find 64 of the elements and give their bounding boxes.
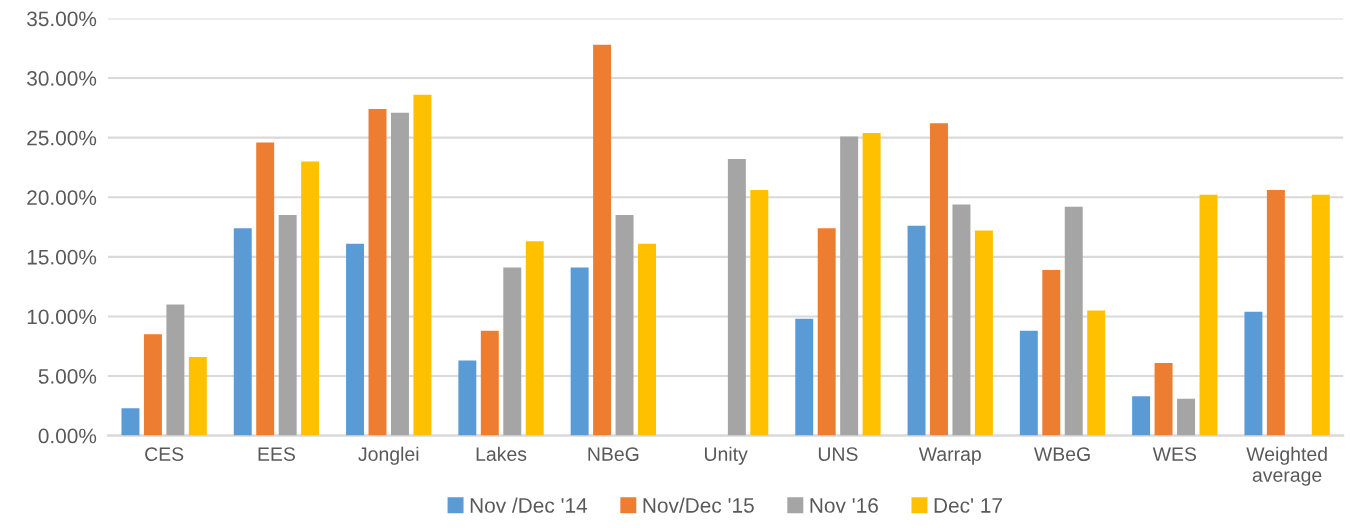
bar <box>166 304 185 436</box>
bar <box>862 132 881 436</box>
x-tick-label: WBeG <box>1033 447 1090 461</box>
bar <box>840 136 859 436</box>
bar <box>1064 206 1083 436</box>
bar <box>368 109 387 436</box>
y-tick-label: 0.00% <box>38 428 97 444</box>
bar <box>233 228 252 436</box>
bar <box>1019 330 1038 436</box>
y-tick-label: 25.00% <box>27 130 97 146</box>
bar <box>525 241 544 436</box>
x-tick-label: WES <box>1152 447 1197 461</box>
x-tick-label: UNS <box>818 447 858 461</box>
legend-label: Dec' 17 <box>934 498 1002 513</box>
bar <box>930 123 948 436</box>
bar <box>638 243 656 436</box>
bar <box>1311 194 1330 436</box>
bar <box>143 334 162 436</box>
bar <box>907 225 926 436</box>
x-tick-label: Unity <box>704 446 748 465</box>
bar <box>278 215 297 436</box>
bar <box>952 204 971 436</box>
bar <box>1177 398 1196 436</box>
bar <box>458 360 477 436</box>
legend-label: Nov/Dec '15 <box>643 497 754 513</box>
bar <box>727 159 746 436</box>
bar <box>615 215 634 436</box>
bar <box>1154 362 1173 436</box>
y-tick-label: 5.00% <box>38 369 97 384</box>
bar <box>1042 269 1061 436</box>
bar <box>817 228 836 436</box>
bar <box>1199 194 1218 436</box>
bar <box>1087 310 1106 436</box>
x-tick-label: Warrap <box>918 447 981 465</box>
bar <box>480 330 499 436</box>
legend-label: Nov /Dec '14 <box>470 497 588 513</box>
legend-label: Nov '16 <box>810 498 878 513</box>
bar <box>413 94 432 436</box>
x-tick-label: Lakes <box>476 446 527 461</box>
bar <box>301 161 320 436</box>
bar <box>795 318 814 436</box>
bar <box>974 230 993 436</box>
x-tick-label: CES <box>145 447 184 461</box>
bar <box>1244 311 1263 436</box>
y-tick-label: 30.00% <box>27 71 97 86</box>
y-tick-label: 10.00% <box>27 309 97 325</box>
bar <box>346 243 365 436</box>
bar <box>503 267 522 436</box>
x-tick-label: EES <box>258 447 295 461</box>
x-tick-label: Jonglei <box>358 446 419 465</box>
bar <box>1132 396 1151 436</box>
y-tick-label: 35.00% <box>27 11 97 27</box>
y-tick-label: 15.00% <box>27 249 97 265</box>
bar <box>750 190 769 436</box>
y-tick-label: 20.00% <box>27 190 97 205</box>
bar <box>593 44 612 436</box>
bar <box>570 267 589 436</box>
bar <box>1266 190 1285 436</box>
x-tick-label: NBeG <box>588 447 639 461</box>
bar <box>188 356 207 436</box>
bar <box>256 142 275 436</box>
x-tick-label: Weighted average <box>1246 446 1327 486</box>
bar <box>390 112 409 436</box>
bar <box>121 408 140 436</box>
